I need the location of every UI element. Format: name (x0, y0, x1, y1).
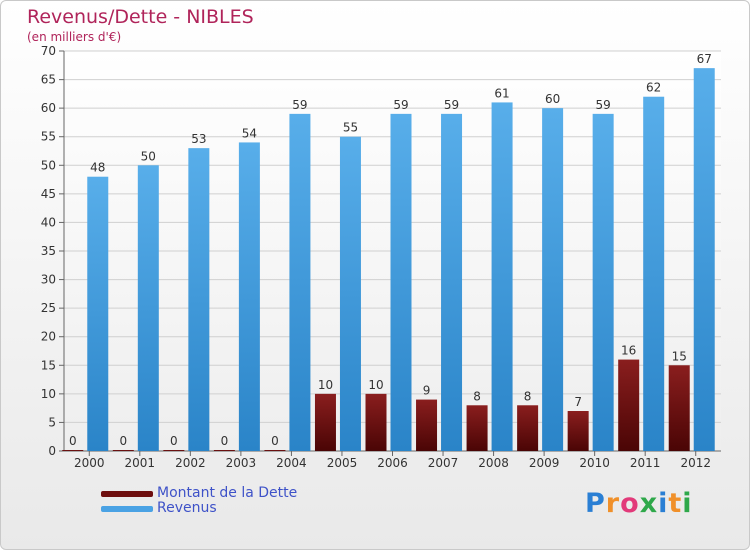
revenue-value-label: 61 (494, 86, 509, 100)
revenue-bar (87, 176, 109, 451)
debt-value-label: 10 (318, 378, 333, 392)
revenue-bar (188, 148, 210, 451)
revenue-bar (643, 96, 665, 451)
logo-letter: r (605, 488, 621, 519)
x-tick-label: 2007 (428, 456, 459, 470)
revenue-bar (491, 102, 513, 451)
legend-swatch-debt (101, 491, 153, 497)
logo-letter: o (620, 488, 640, 519)
revenue-bar (693, 68, 715, 452)
y-tick-label: 20 (41, 330, 56, 344)
y-tick-label: 70 (41, 44, 56, 58)
y-tick-label: 25 (41, 301, 56, 315)
logo-letter: i (658, 488, 669, 519)
debt-bar (517, 405, 539, 451)
debt-value-label: 16 (621, 344, 636, 358)
revenue-value-label: 59 (393, 98, 408, 112)
y-tick-label: 10 (41, 387, 56, 401)
x-tick-label: 2010 (579, 456, 610, 470)
debt-bar (264, 450, 286, 451)
y-tick-label: 50 (41, 158, 56, 172)
y-tick-label: 30 (41, 273, 56, 287)
debt-value-label: 0 (170, 434, 178, 448)
chart-subtitle: (en milliers d'€) (27, 30, 122, 44)
logo-letter: t (668, 488, 683, 519)
revenue-value-label: 48 (90, 161, 105, 175)
y-tick-label: 0 (48, 444, 56, 458)
logo-letter: P (585, 488, 606, 519)
debt-bar (163, 450, 185, 451)
debt-bar (567, 411, 589, 451)
revenue-value-label: 60 (545, 92, 560, 106)
revenue-value-label: 59 (292, 98, 307, 112)
revenue-bar (542, 108, 564, 452)
legend-label-debt: Montant de la Dette (157, 485, 298, 501)
x-tick-label: 2012 (680, 456, 711, 470)
revenue-value-label: 59 (444, 98, 459, 112)
chart-title: Revenus/Dette - NIBLES (27, 6, 254, 28)
revenue-value-label: 59 (596, 98, 611, 112)
logo-letter: x (639, 488, 659, 519)
debt-value-label: 8 (473, 389, 481, 403)
debt-bar (62, 450, 84, 451)
debt-value-label: 0 (69, 434, 77, 448)
debt-value-label: 8 (524, 389, 532, 403)
x-tick-label: 2002 (175, 456, 206, 470)
debt-bar (618, 359, 640, 451)
debt-value-label: 9 (423, 384, 431, 398)
y-tick-label: 35 (41, 244, 56, 258)
y-tick-label: 40 (41, 215, 56, 229)
y-tick-label: 15 (41, 358, 56, 372)
debt-bar (668, 365, 690, 451)
debt-value-label: 0 (271, 434, 279, 448)
x-tick-label: 2006 (377, 456, 408, 470)
revenue-value-label: 67 (697, 52, 712, 66)
revenue-value-label: 50 (141, 149, 156, 163)
debt-bar (213, 450, 235, 451)
debt-bar (112, 450, 134, 451)
revenue-bar (592, 113, 614, 451)
revenue-bar (137, 165, 159, 452)
legend-swatch-revenue (101, 506, 153, 512)
revenue-bar (238, 142, 260, 451)
x-tick-label: 2005 (327, 456, 358, 470)
y-tick-label: 65 (41, 73, 56, 87)
revenue-value-label: 54 (242, 126, 257, 140)
debt-value-label: 0 (119, 434, 127, 448)
debt-bar (466, 405, 488, 451)
proxiti-logo: Proxiti (585, 488, 693, 519)
x-tick-label: 2008 (478, 456, 509, 470)
x-tick-label: 2011 (630, 456, 661, 470)
revenue-value-label: 62 (646, 81, 661, 95)
x-tick-label: 2000 (74, 456, 105, 470)
revenue-bar (441, 113, 463, 451)
debt-value-label: 7 (574, 395, 582, 409)
x-tick-label: 2003 (226, 456, 257, 470)
debt-value-label: 0 (221, 434, 229, 448)
y-tick-label: 60 (41, 101, 56, 115)
debt-bar (416, 399, 438, 451)
x-tick-label: 2009 (529, 456, 560, 470)
revenue-value-label: 55 (343, 121, 358, 135)
revenue-bar (390, 113, 412, 451)
debt-value-label: 10 (368, 378, 383, 392)
y-tick-label: 5 (48, 415, 56, 429)
debt-bar (365, 393, 387, 451)
x-tick-label: 2001 (125, 456, 156, 470)
x-tick-label: 2004 (276, 456, 307, 470)
legend-label-revenue: Revenus (157, 500, 217, 516)
logo-letter: i (682, 488, 693, 519)
debt-bar (314, 393, 336, 451)
y-tick-label: 55 (41, 130, 56, 144)
y-tick-label: 45 (41, 187, 56, 201)
debt-value-label: 15 (672, 349, 687, 363)
revenue-bar (339, 136, 361, 451)
revenue-bar (289, 113, 311, 451)
revenue-value-label: 53 (191, 132, 206, 146)
